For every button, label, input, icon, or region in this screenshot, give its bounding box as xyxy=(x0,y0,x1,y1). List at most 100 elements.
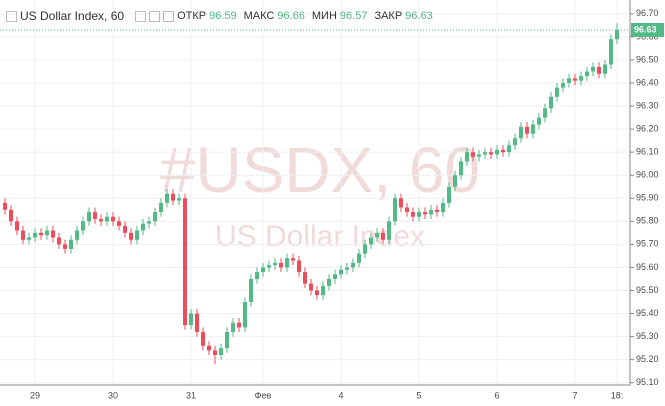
candle-body xyxy=(135,230,139,240)
candle-body xyxy=(315,290,319,296)
candle-body xyxy=(489,152,493,155)
candle-body xyxy=(153,212,157,222)
candle-body xyxy=(267,265,271,268)
y-tick-label: 96.40 xyxy=(636,77,659,87)
candle-body xyxy=(279,262,283,268)
candle-body xyxy=(447,186,451,203)
candle-body xyxy=(441,202,445,213)
candle-body xyxy=(483,152,487,155)
candle-body xyxy=(561,82,565,88)
candle-body xyxy=(573,78,577,81)
candle-body xyxy=(39,232,43,236)
candle-body xyxy=(513,138,517,146)
y-tick-label: 96.10 xyxy=(636,147,659,157)
candle-body xyxy=(63,244,67,249)
candle-body xyxy=(309,283,313,291)
candle-body xyxy=(261,267,265,273)
candle-body xyxy=(363,244,367,254)
candle-body xyxy=(51,230,55,238)
icon[interactable] xyxy=(135,10,147,22)
candle-body xyxy=(567,78,571,83)
candle-body xyxy=(543,108,547,118)
candle-body xyxy=(399,198,403,208)
y-tick-label: 95.10 xyxy=(636,377,659,387)
candle-body xyxy=(411,212,415,217)
legend: US Dollar Index, 60 ОТКР 96.59 МАКС 96.66 … xyxy=(6,9,437,23)
candle-body xyxy=(321,285,325,296)
y-tick-label: 95.60 xyxy=(636,262,659,272)
y-tick-label: 95.40 xyxy=(636,308,659,318)
candle-body xyxy=(201,331,205,346)
candle-body xyxy=(219,348,223,356)
chart-title: US Dollar Index, 60 xyxy=(20,9,125,23)
x-tick-label: 5 xyxy=(416,390,421,400)
candle-body xyxy=(429,209,433,215)
candle-body xyxy=(87,212,91,222)
candle-body xyxy=(495,149,499,155)
candle-body xyxy=(285,258,289,268)
candle-body xyxy=(189,313,193,326)
candle-body xyxy=(3,202,7,210)
candle-body xyxy=(249,278,253,303)
legend-label: ОТКР xyxy=(177,10,207,22)
y-tick-label: 95.30 xyxy=(636,331,659,341)
candle-body xyxy=(99,219,103,222)
y-tick-label: 96.70 xyxy=(636,8,659,18)
candle-body xyxy=(555,87,559,97)
candle-body xyxy=(303,272,307,284)
legend-label: ЗАКР xyxy=(374,10,403,22)
x-tick-label: 7 xyxy=(572,390,577,400)
y-tick-label: 96.30 xyxy=(636,100,659,110)
candle-body xyxy=(129,232,133,240)
legend-value: 96.63 xyxy=(405,10,433,22)
candle-body xyxy=(33,232,37,238)
grid xyxy=(0,0,630,385)
watermark: #USDX, 60 xyxy=(160,134,480,206)
legend-value: 96.66 xyxy=(277,10,305,22)
last-price-label: 96.63 xyxy=(634,24,657,34)
y-tick-label: 95.80 xyxy=(636,216,659,226)
candle-body xyxy=(147,221,151,224)
candle-body xyxy=(537,117,541,125)
candle-body xyxy=(507,145,511,153)
candle-body xyxy=(123,225,127,233)
candle-body xyxy=(171,193,175,201)
candle-body xyxy=(273,262,277,266)
candle-body xyxy=(525,126,529,134)
candle-body xyxy=(387,221,391,240)
x-tick-label: 18: xyxy=(611,390,624,400)
legend-value: 96.57 xyxy=(339,10,368,22)
candle-body xyxy=(231,322,235,332)
x-tick-label: 31 xyxy=(186,390,196,400)
legend-label: МИН xyxy=(311,10,337,22)
candle-body xyxy=(69,239,73,249)
y-tick-label: 95.50 xyxy=(636,285,659,295)
candle-body xyxy=(195,313,199,332)
candle-body xyxy=(615,29,619,40)
candle-body xyxy=(339,269,343,275)
watermark-subtitle: US Dollar Index xyxy=(215,220,425,253)
icon xyxy=(6,10,17,22)
y-tick-label: 95.20 xyxy=(636,354,659,364)
x-tick-label: 6 xyxy=(494,390,499,400)
candle-body xyxy=(225,331,229,349)
candle-body xyxy=(405,207,409,213)
y-tick-label: 96.00 xyxy=(636,170,659,180)
candle-body xyxy=(207,345,211,351)
candle-body xyxy=(501,149,505,153)
candle-body xyxy=(291,258,295,261)
candle-body xyxy=(435,209,439,213)
candle-body xyxy=(177,198,181,201)
icon[interactable] xyxy=(149,10,161,22)
candle-body xyxy=(237,322,241,328)
candle-body xyxy=(27,237,31,240)
candle-body xyxy=(21,230,25,240)
candle-body xyxy=(549,96,553,109)
x-tick-label: Фев xyxy=(255,390,272,400)
candle-body xyxy=(465,152,469,162)
candle-body xyxy=(375,232,379,238)
legend-value: 96.59 xyxy=(209,10,237,22)
candle-body xyxy=(519,126,523,139)
icon[interactable] xyxy=(163,10,175,22)
